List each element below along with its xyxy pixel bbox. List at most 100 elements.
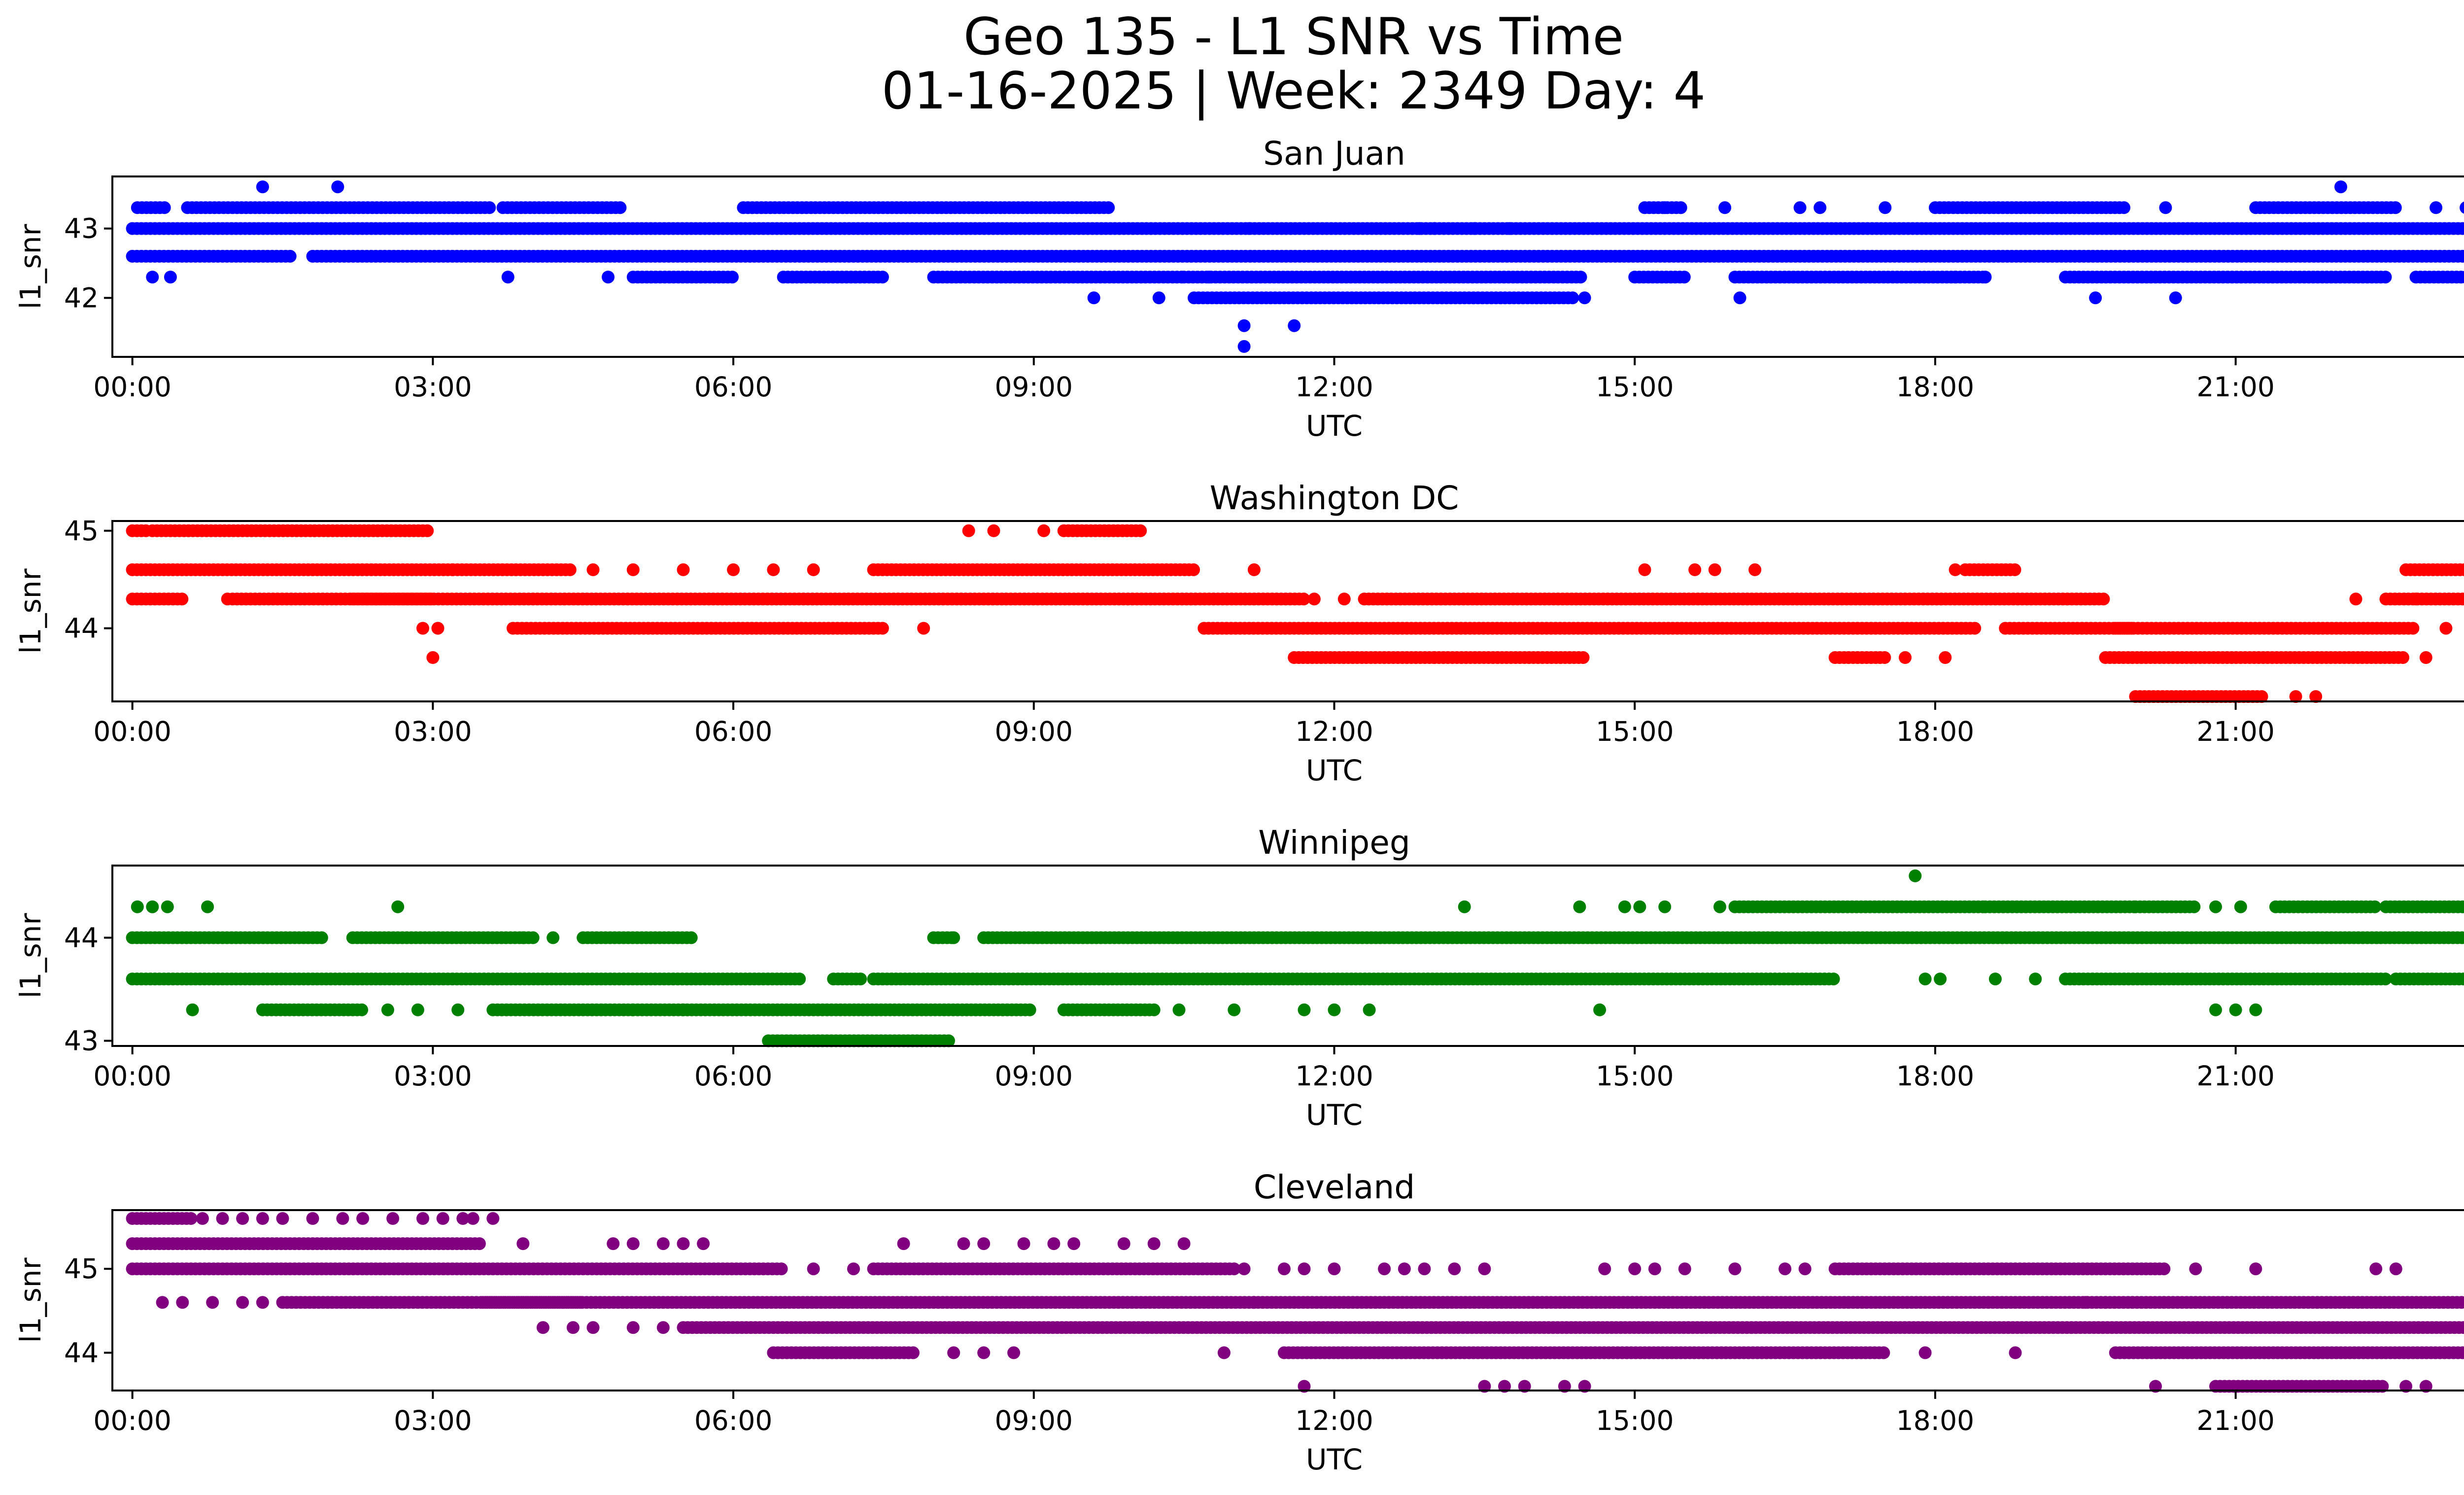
data-point xyxy=(2309,690,2323,703)
data-point xyxy=(1574,271,1587,284)
data-point xyxy=(315,931,328,944)
data-point xyxy=(854,973,867,986)
data-point xyxy=(2249,1003,2262,1016)
x-tick-label: 00:00 xyxy=(93,1060,171,1092)
data-point xyxy=(947,931,960,944)
data-series xyxy=(126,180,2464,353)
data-point xyxy=(1458,900,1471,913)
x-tick-label: 12:00 xyxy=(1295,1060,1373,1092)
data-point xyxy=(2159,201,2172,214)
data-point xyxy=(586,563,600,576)
data-point xyxy=(1674,201,1687,214)
data-point xyxy=(917,622,930,635)
data-point xyxy=(1413,222,1426,235)
data-point xyxy=(411,1003,424,1016)
data-point xyxy=(876,271,889,284)
figure-title-line1: Geo 135 - L1 SNR vs Time xyxy=(963,7,1624,67)
data-point xyxy=(1573,900,1586,913)
panels-container: San Juan 00:00 03:00 06:00 09:00 12:00 15:00 18… xyxy=(14,135,2464,1476)
plot-frame xyxy=(111,865,2464,1047)
data-point xyxy=(1187,563,1200,576)
panel-title: San Juan xyxy=(1263,135,1405,173)
data-point xyxy=(793,973,806,986)
data-point xyxy=(2097,592,2110,606)
data-point xyxy=(1298,1003,1311,1016)
x-tick-label: 12:00 xyxy=(1295,716,1373,747)
data-series xyxy=(126,1212,2464,1393)
data-point xyxy=(2461,901,2464,913)
data-point xyxy=(1713,900,1726,913)
data-point xyxy=(1879,201,1892,214)
x-axis-label: UTC xyxy=(1306,754,1363,787)
data-point xyxy=(451,1003,465,1016)
y-axis-label: l1_snr xyxy=(14,568,47,654)
x-tick-label: 18:00 xyxy=(1896,1060,1975,1092)
data-point xyxy=(1949,271,1962,284)
x-tick-label: 18:00 xyxy=(1896,371,1975,403)
data-point xyxy=(2209,1003,2222,1016)
data-point xyxy=(201,900,214,913)
data-point xyxy=(1337,592,1351,606)
data-point xyxy=(2118,201,2130,214)
data-point xyxy=(2289,690,2302,703)
x-tick-label: 06:00 xyxy=(694,371,773,403)
data-point xyxy=(547,931,560,944)
data-point xyxy=(1708,563,1721,576)
x-tick-label: 09:00 xyxy=(995,1060,1073,1092)
x-tick-label: 00:00 xyxy=(93,716,171,747)
data-point xyxy=(483,201,496,214)
x-tick-label: 15:00 xyxy=(1596,1060,1674,1092)
x-tick-label: 21:00 xyxy=(2196,716,2275,747)
data-point xyxy=(1297,592,1310,606)
x-tick-label: 09:00 xyxy=(995,716,1073,747)
y-tick-label: 43 xyxy=(64,1025,99,1057)
y-tick-label: 44 xyxy=(64,922,99,953)
data-point xyxy=(602,271,615,284)
x-tick-label: 03:00 xyxy=(394,716,472,747)
data-point xyxy=(1428,222,1441,235)
data-point xyxy=(1578,291,1591,305)
x-tick-label: 15:00 xyxy=(1596,371,1674,403)
data-point xyxy=(876,622,889,635)
panel-title: Winnipeg xyxy=(1258,824,1410,862)
data-point xyxy=(614,201,627,214)
data-point xyxy=(1988,973,2002,986)
x-tick-label: 21:00 xyxy=(2196,371,2275,403)
data-point xyxy=(501,271,514,284)
data-point xyxy=(726,271,739,284)
data-point xyxy=(1918,973,1932,986)
data-point xyxy=(1202,271,1216,284)
panel-title: Washington DC xyxy=(1210,479,1459,517)
data-point xyxy=(2439,622,2453,635)
data-point xyxy=(2368,900,2382,913)
data-point xyxy=(1878,651,1891,664)
data-point xyxy=(1237,319,1251,332)
data-point xyxy=(416,622,429,635)
plot-frame xyxy=(111,520,2464,702)
x-axis-label: UTC xyxy=(1306,409,1363,443)
data-point xyxy=(2460,932,2464,944)
data-point xyxy=(2379,271,2392,284)
data-point xyxy=(473,1237,486,1251)
data-point xyxy=(421,524,434,537)
data-point xyxy=(1288,319,1301,332)
data-point xyxy=(186,1003,199,1016)
data-point xyxy=(1228,1003,1241,1016)
data-point xyxy=(283,249,297,263)
data-point xyxy=(331,180,344,194)
data-point xyxy=(1242,222,1256,235)
data-point xyxy=(775,1262,788,1276)
data-point xyxy=(2406,622,2420,635)
data-point xyxy=(146,900,159,913)
y-tick-label: 45 xyxy=(64,515,99,547)
data-point xyxy=(2209,900,2222,913)
data-point xyxy=(2157,1262,2171,1276)
data-point xyxy=(1949,563,1962,576)
figure-title-line2: 01-16-2025 | Week: 2349 Day: 4 xyxy=(882,62,1706,121)
data-point xyxy=(2008,563,2021,576)
data-point xyxy=(2419,651,2432,664)
